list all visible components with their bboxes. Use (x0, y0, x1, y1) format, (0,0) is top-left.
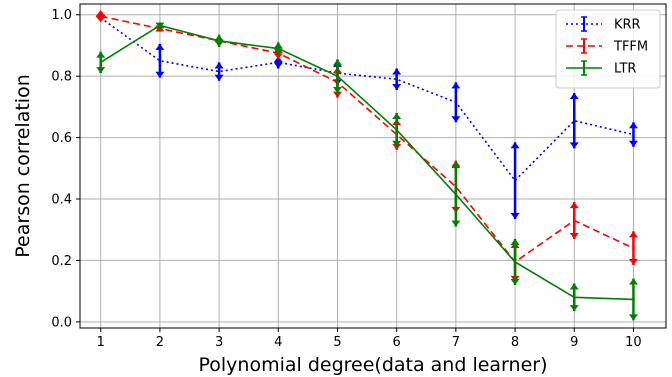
error-cap-lower (214, 74, 224, 81)
data-point (158, 59, 162, 63)
legend-label-krr: KRR (614, 18, 641, 33)
error-cap-lower (96, 67, 106, 74)
y-tick-label: 0.0 (51, 315, 72, 330)
data-point (454, 101, 458, 104)
x-tick-label: 7 (452, 335, 460, 350)
error-cap-upper (273, 42, 283, 49)
data-point (454, 193, 458, 196)
data-point (99, 61, 102, 64)
grid (80, 4, 666, 328)
error-cap-lower (155, 71, 165, 78)
series-line (100, 17, 634, 182)
error-cap-lower (510, 212, 520, 219)
y-axis-label: Pearson correlation (12, 74, 34, 257)
y-tick-label: 0.4 (51, 193, 72, 208)
error-cap-lower (273, 62, 283, 69)
x-tick-label: 4 (274, 335, 282, 350)
data-point (395, 78, 398, 81)
error-cap-lower (628, 140, 638, 147)
error-cap-lower (392, 143, 402, 150)
error-cap-upper (155, 43, 165, 50)
error-cap-lower (569, 142, 579, 149)
error-cap-lower (569, 232, 579, 239)
legend-label-ltr: LTR (614, 62, 636, 77)
error-cap-lower (569, 305, 579, 312)
error-cap-lower (451, 116, 461, 123)
error-cap-lower (332, 87, 342, 94)
legend: KRR TFFM LTR (555, 9, 661, 89)
error-cap-lower (510, 279, 520, 286)
error-cap-upper (569, 283, 579, 290)
axis-ticks: 1 2 3 4 5 6 7 8 9 10 0.0 0.2 0.4 0.6 0.8 1.0 (51, 8, 641, 350)
error-cap-lower (628, 314, 638, 321)
data-point (513, 179, 517, 182)
data-point (277, 61, 280, 64)
x-tick-label: 9 (570, 335, 578, 350)
error-cap-lower (332, 91, 342, 98)
data-point (573, 119, 576, 122)
x-tick-label: 1 (97, 335, 105, 350)
error-cap-lower (214, 40, 224, 47)
x-tick-label: 3 (215, 335, 223, 350)
error-cap-lower (273, 53, 283, 60)
error-cap-lower (628, 259, 638, 266)
error-cap-upper (214, 34, 224, 41)
error-cap-upper (451, 162, 461, 169)
data-point (277, 47, 280, 50)
error-cap-lower (392, 140, 402, 147)
plot-area (95, 10, 638, 321)
data-point (573, 296, 576, 299)
x-axis-label: Polynomial degree(data and learner) (198, 354, 547, 376)
data-point (632, 133, 635, 136)
y-tick-label: 0.6 (51, 131, 72, 146)
x-tick-label: 2 (156, 335, 164, 350)
data-point (632, 246, 635, 250)
y-tick-label: 1.0 (51, 8, 72, 23)
error-cap-upper (392, 113, 402, 120)
data-point (336, 74, 339, 78)
data-point (158, 24, 162, 27)
series-line (100, 15, 634, 264)
data-point (632, 298, 635, 301)
error-cap-upper (392, 68, 402, 75)
error-cap-upper (569, 202, 579, 209)
error-cap-upper (510, 238, 520, 245)
x-tick-label: 6 (393, 335, 401, 350)
plot-frame (79, 3, 667, 329)
y-tick-label: 0.2 (51, 254, 72, 269)
x-tick-label: 10 (625, 335, 642, 350)
error-cap-upper (510, 142, 520, 149)
error-cap-upper (451, 82, 461, 89)
error-cap-lower (451, 220, 461, 227)
data-point (573, 219, 576, 222)
error-cap-upper (96, 51, 106, 58)
data-point (217, 70, 221, 73)
error-cap-upper (214, 62, 224, 69)
data-point (217, 39, 221, 43)
error-cap-lower (392, 83, 402, 90)
error-cap-upper (628, 122, 638, 129)
y-tick-label: 0.8 (51, 70, 72, 85)
error-cap-upper (332, 59, 342, 66)
error-cap-upper (628, 231, 638, 238)
series-line (100, 24, 634, 301)
tffm-first-point-marker (95, 10, 106, 23)
data-point (513, 260, 517, 264)
error-cap-upper (628, 278, 638, 285)
x-tick-label: 8 (511, 335, 519, 350)
legend-label-tffm: TFFM (613, 40, 648, 55)
series-krr (99, 16, 638, 219)
series-ltr (96, 22, 638, 321)
x-tick-label: 5 (333, 335, 341, 350)
error-cap-upper (569, 93, 579, 100)
data-point (395, 128, 398, 132)
